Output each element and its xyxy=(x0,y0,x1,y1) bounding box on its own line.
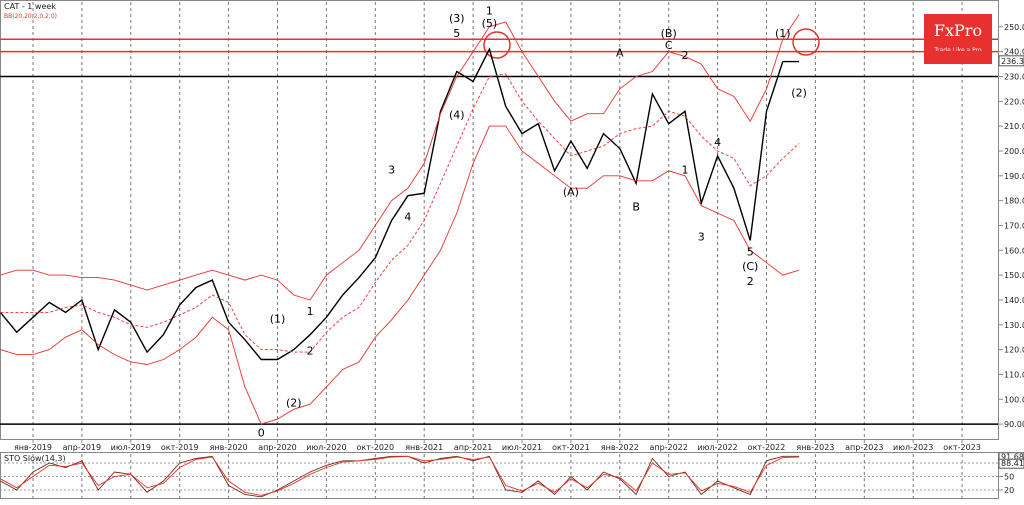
wave-label: (A) xyxy=(563,186,579,199)
x-tick-label: июл-2019 xyxy=(111,443,151,452)
x-tick-label: апр-2021 xyxy=(454,443,492,452)
wave-label: 5 xyxy=(453,27,460,40)
x-tick-label: окт-2022 xyxy=(748,443,786,452)
wave-label: 0 xyxy=(258,427,265,440)
highlight-circle xyxy=(483,31,511,59)
x-tick-label: янв-2022 xyxy=(601,443,639,452)
wave-label: 3 xyxy=(698,230,705,243)
y-tick-label: 250.00 xyxy=(1004,23,1024,32)
x-tick-label: апр-2019 xyxy=(63,443,101,452)
wave-label: 1 xyxy=(486,4,493,17)
y-tick-label: 90.00 xyxy=(1004,420,1024,429)
x-tick-label: апр-2022 xyxy=(649,443,687,452)
x-tick-label: июл-2020 xyxy=(306,443,346,452)
oscillator-panel xyxy=(0,452,999,499)
x-tick-label: янв-2023 xyxy=(796,443,834,452)
x-tick-label: апр-2023 xyxy=(845,443,883,452)
slogan: Trade Like a Pro xyxy=(933,47,982,54)
x-tick-label: окт-2023 xyxy=(943,443,981,452)
x-tick-label: янв-2021 xyxy=(405,443,443,452)
wave-label: (5) xyxy=(482,17,498,30)
wave-label: 4 xyxy=(714,136,721,149)
series-line xyxy=(0,73,800,353)
y-tick-label: 110.00 xyxy=(1004,370,1024,379)
series-line xyxy=(0,47,800,361)
logo: FxPro xyxy=(934,21,982,40)
chart-title: CAT - 1 week xyxy=(4,2,56,11)
series-line xyxy=(0,125,800,425)
wave-label: C xyxy=(665,39,673,52)
series-line xyxy=(0,455,800,496)
price-tag xyxy=(998,55,1024,67)
y-tick-label: 20 xyxy=(1004,486,1014,495)
y-tick-label: 200.00 xyxy=(1004,147,1024,156)
wave-label: (C) xyxy=(742,260,758,273)
x-tick-label: июл-2022 xyxy=(697,443,737,452)
value-label: 91.68 xyxy=(1001,453,1024,462)
price-label: 236.31 xyxy=(1001,57,1024,66)
wave-label: 2 xyxy=(682,49,689,62)
y-tick-label: 50 xyxy=(1004,473,1014,482)
wave-label: (1) xyxy=(270,312,286,325)
y-tick-label: 210.00 xyxy=(1004,122,1024,131)
x-tick-label: янв-2020 xyxy=(210,443,248,452)
y-tick-label: 170.00 xyxy=(1004,221,1024,230)
y-tick-label: 180.00 xyxy=(1004,197,1024,206)
wave-label: (1) xyxy=(775,27,791,40)
wave-label: 2 xyxy=(307,345,314,358)
chart-subtitle: BB(20,20,2,0,2,0) xyxy=(4,13,57,20)
y-tick-label: 130.00 xyxy=(1004,321,1024,330)
x-tick-label: июл-2023 xyxy=(893,443,933,452)
y-tick-label: 160.00 xyxy=(1004,246,1024,255)
wave-label: (2) xyxy=(791,86,807,99)
x-tick-label: янв-2019 xyxy=(14,443,52,452)
y-tick-label: 190.00 xyxy=(1004,172,1024,181)
wave-label: (3) xyxy=(449,12,465,25)
x-tick-label: июл-2021 xyxy=(502,443,542,452)
oscillator-title: STO Slow(14,3) xyxy=(4,454,66,463)
value-label: 88.41 xyxy=(1001,459,1024,468)
y-tick-label: 100.00 xyxy=(1004,395,1024,404)
wave-label: 3 xyxy=(388,163,395,176)
value-tag xyxy=(998,458,1024,469)
wave-label: B xyxy=(632,201,640,214)
x-tick-label: окт-2020 xyxy=(356,443,394,452)
wave-label: (B) xyxy=(661,27,677,40)
x-tick-label: апр-2020 xyxy=(258,443,296,452)
highlight-circle xyxy=(792,28,820,56)
x-tick-label: окт-2021 xyxy=(552,443,590,452)
y-tick-label: 120.00 xyxy=(1004,346,1024,355)
y-tick-label: 230.00 xyxy=(1004,72,1024,81)
x-tick-label: окт-2019 xyxy=(161,443,199,452)
wave-label: 4 xyxy=(404,211,411,224)
y-tick-label: 150.00 xyxy=(1004,271,1024,280)
wave-label: (2) xyxy=(286,397,302,410)
wave-label: 1 xyxy=(682,163,689,176)
series-line xyxy=(0,14,800,301)
y-tick-label: 220.00 xyxy=(1004,97,1024,106)
y-tick-label: 140.00 xyxy=(1004,296,1024,305)
y-tick-label: 240.00 xyxy=(1004,48,1024,57)
wave-label: 1 xyxy=(307,305,314,318)
wave-label: 5 xyxy=(747,245,754,258)
wave-label: 2 xyxy=(747,275,754,288)
wave-label: A xyxy=(616,47,624,60)
price-panel xyxy=(0,0,999,440)
wave-label: (4) xyxy=(449,109,465,122)
